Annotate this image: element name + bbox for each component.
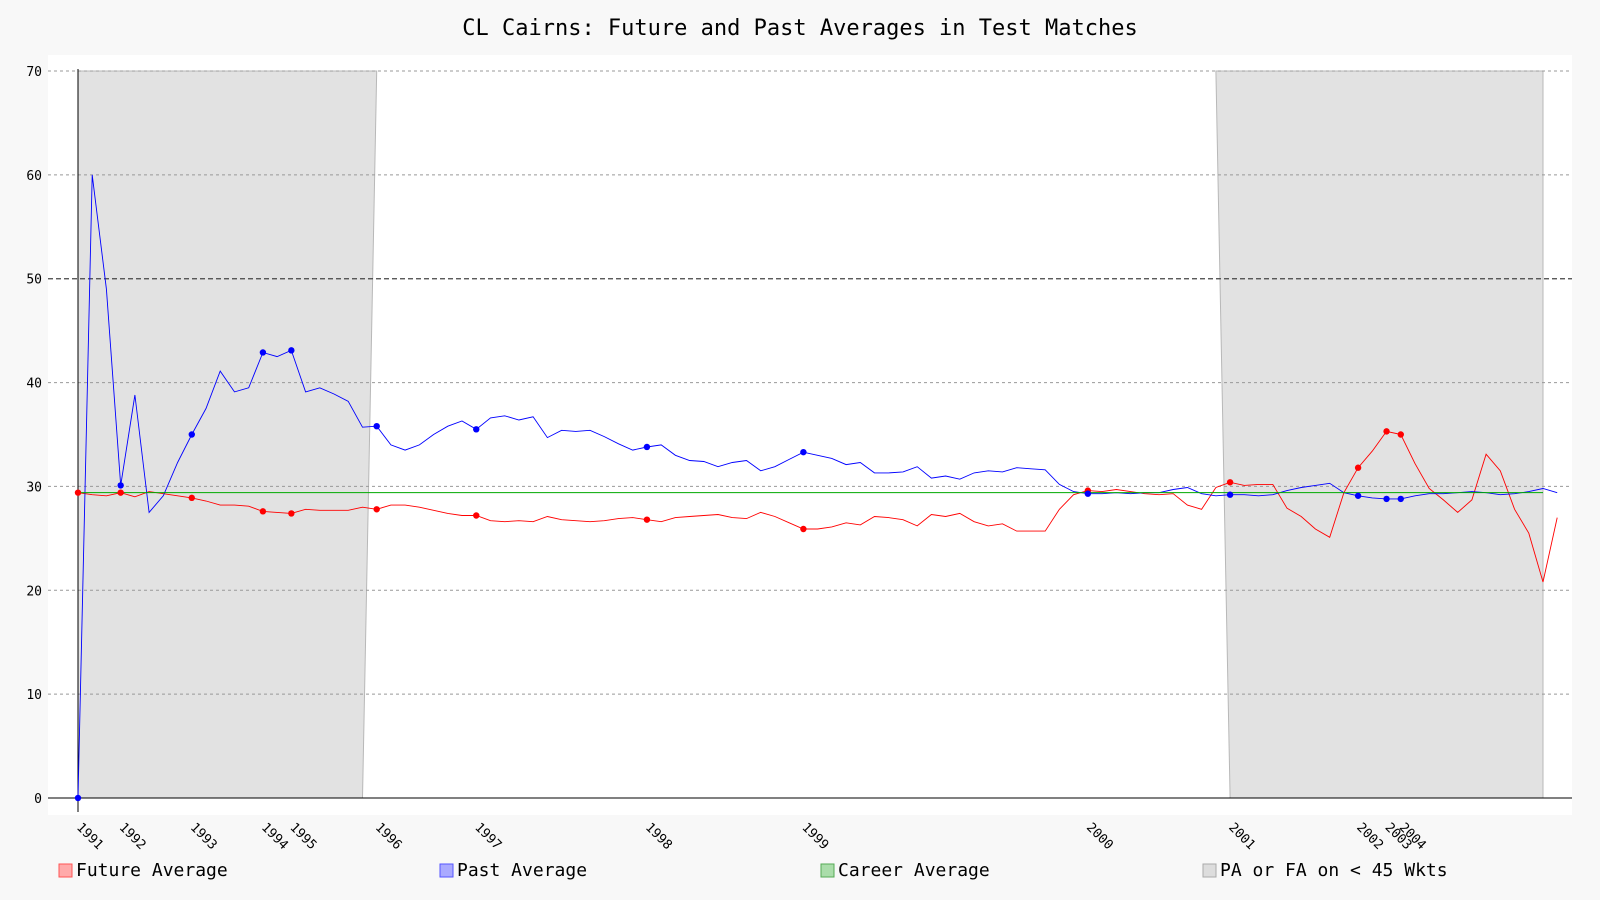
past-average-point	[259, 349, 267, 356]
past-average-point	[117, 482, 124, 489]
future-average-point	[288, 510, 295, 517]
x-tick-label-2001: 2001	[1225, 820, 1258, 853]
series-markers	[74, 347, 1404, 802]
future-average-point	[1226, 479, 1234, 486]
x-tick-label-1998: 1998	[642, 820, 675, 853]
past-average-point	[473, 426, 480, 433]
past-average-point	[74, 794, 82, 802]
past-average-point	[1397, 495, 1404, 503]
shaded-region-2	[1215, 70, 1544, 799]
y-tick-label-40: 40	[26, 377, 42, 392]
x-tick-label-1994: 1994	[258, 820, 291, 853]
x-tick-label-2002: 2002	[1353, 820, 1386, 853]
y-tick-labels: 0 10 20 30 40 50 60 70	[26, 65, 42, 807]
past-average-point	[643, 443, 651, 451]
y-tick-label-70: 70	[26, 65, 42, 80]
grid-lines	[48, 70, 1572, 695]
future-average-point	[74, 489, 82, 496]
past-average-point	[288, 347, 295, 354]
future-average-point	[643, 516, 651, 523]
y-tick-label-20: 20	[26, 584, 42, 599]
legend-label-future-average: Future Average	[76, 860, 228, 881]
chart-title: CL Cairns: Future and Past Averages in T…	[462, 16, 1138, 41]
y-tick-label-50: 50	[26, 273, 42, 288]
x-tick-label-1996: 1996	[372, 820, 405, 853]
legend-swatch-past-average	[439, 863, 454, 878]
x-tick-label-1991: 1991	[73, 820, 106, 853]
shaded-regions	[77, 70, 1544, 799]
legend-swatch-future-average	[58, 863, 73, 878]
x-tick-label-1993: 1993	[187, 820, 220, 853]
legend-label-pa-or-fa-on-45-wkts: PA or FA on < 45 Wkts	[1220, 860, 1448, 881]
past-average-point	[1383, 495, 1390, 503]
x-tick-label-1997: 1997	[471, 820, 504, 853]
y-tick-label-0: 0	[34, 792, 42, 807]
x-tick-label-1995: 1995	[287, 820, 320, 853]
future-average-point	[1397, 431, 1404, 438]
future-average-point	[259, 508, 267, 515]
future-average-point	[188, 494, 195, 502]
series-lines	[77, 174, 1558, 799]
future-average-point	[373, 506, 380, 513]
x-tick-label-1992: 1992	[116, 820, 149, 853]
past-average-point	[373, 422, 380, 430]
y-tick-label-30: 30	[26, 480, 42, 495]
y-tick-label-10: 10	[26, 688, 42, 703]
legend-label-career-average: Career Average	[838, 860, 990, 881]
past-average-point	[1226, 491, 1234, 498]
future-average-point	[473, 512, 480, 519]
shaded-region-1	[77, 70, 378, 799]
past-average-line	[77, 174, 1558, 799]
past-average-point	[188, 431, 195, 438]
legend-swatch-career-average	[820, 863, 835, 878]
legend-swatch-pa-or-fa-on-45-wkts	[1202, 863, 1217, 878]
future-average-point	[1383, 428, 1390, 435]
future-average-point	[800, 525, 807, 533]
future-average-point	[1354, 464, 1362, 471]
x-tick-label-2000: 2000	[1083, 820, 1116, 853]
y-tick-label-60: 60	[26, 169, 42, 184]
past-average-point	[1084, 490, 1092, 497]
future-average-line	[77, 430, 1558, 583]
x-tick-label-1999: 1999	[799, 820, 832, 853]
legend: Future Average Past Average Career Average…	[58, 860, 1448, 881]
past-average-point	[800, 448, 807, 456]
future-average-point	[117, 489, 124, 496]
legend-label-past-average: Past Average	[457, 860, 587, 881]
past-average-point	[1354, 492, 1362, 499]
axes	[48, 69, 1572, 812]
